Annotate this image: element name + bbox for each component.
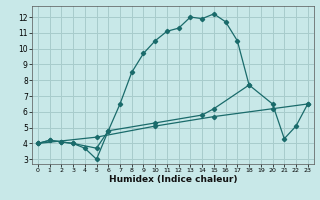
X-axis label: Humidex (Indice chaleur): Humidex (Indice chaleur) — [108, 175, 237, 184]
